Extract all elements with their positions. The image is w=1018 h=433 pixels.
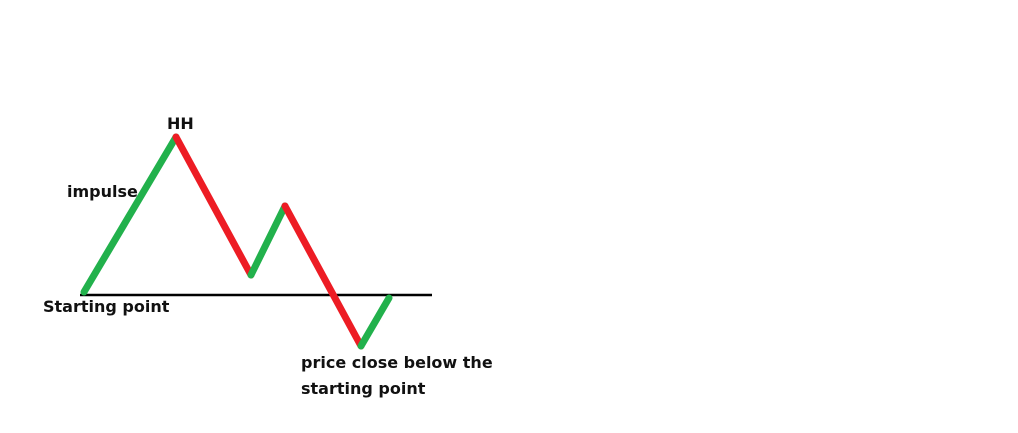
starting-point-label: Starting point: [43, 297, 170, 316]
price-close-below-line2: starting point: [301, 379, 426, 398]
pullback-leg: [172, 133, 255, 279]
retest-leg: [357, 294, 393, 350]
impulse-label: impulse: [67, 182, 138, 201]
impulse-leg: [80, 133, 180, 296]
higher-high-label: HH: [167, 114, 194, 133]
price-close-below-line1: price close below the: [301, 353, 493, 372]
bounce-leg: [247, 202, 289, 279]
price-close-below-label: price close below the starting point: [301, 350, 493, 402]
breakdown-leg: [281, 202, 365, 350]
